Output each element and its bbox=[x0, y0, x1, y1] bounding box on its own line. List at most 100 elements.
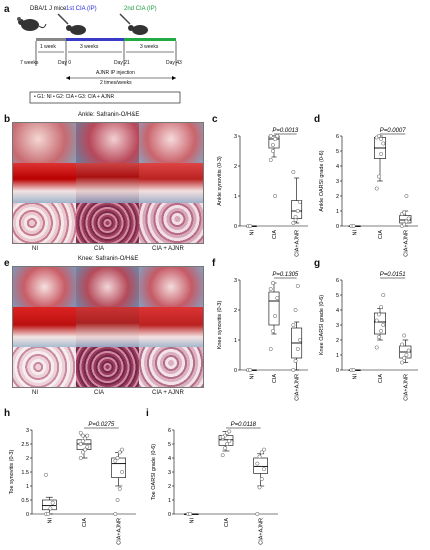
data-point bbox=[113, 512, 118, 516]
time-day-0: Day 0 bbox=[58, 60, 72, 66]
time-day-43: Day 43 bbox=[166, 60, 182, 66]
y-tick-label: 1 bbox=[168, 498, 171, 504]
three-weeks-label-2: 3 weeks bbox=[140, 44, 159, 50]
y-tick-label: 0 bbox=[234, 224, 237, 230]
data-point bbox=[374, 345, 379, 350]
three-weeks-label: 3 weeks bbox=[80, 44, 99, 50]
data-point bbox=[406, 348, 411, 353]
data-point bbox=[220, 453, 225, 458]
y-axis-label: Knee synovitis (0-3) bbox=[217, 301, 223, 350]
timeline-schematic bbox=[17, 13, 181, 104]
y-tick-label: 6 bbox=[168, 428, 171, 434]
data-point bbox=[50, 500, 55, 505]
knee-label-ni: NI bbox=[32, 390, 38, 396]
data-point bbox=[379, 137, 384, 141]
data-point bbox=[220, 435, 225, 439]
knee-histology-image bbox=[12, 266, 204, 388]
category-label: NI bbox=[353, 374, 359, 380]
category-label: NI bbox=[249, 374, 255, 380]
y-tick-label: 3 bbox=[336, 323, 339, 329]
strain-label: DBA/1 J mice bbox=[30, 6, 67, 12]
category-label: CIA+AJNR bbox=[295, 230, 301, 257]
data-point bbox=[381, 293, 386, 297]
data-point bbox=[262, 467, 266, 472]
data-point bbox=[291, 368, 296, 372]
data-point bbox=[404, 194, 409, 198]
category-label: CIA+AJNR bbox=[403, 230, 409, 257]
category-label: NI bbox=[47, 518, 53, 524]
knee-synovitis-chart: Knee synovitis (0-3) 0 1 2 3 P=0.1305 NI CIA CIA… bbox=[217, 272, 308, 401]
p-value-label: P=0.0118 bbox=[231, 422, 257, 428]
box bbox=[253, 457, 268, 474]
data-point bbox=[298, 200, 302, 204]
data-point bbox=[268, 134, 273, 138]
data-point bbox=[78, 430, 83, 435]
data-point bbox=[379, 152, 384, 156]
category-label: CIA+AJNR bbox=[403, 374, 409, 401]
box bbox=[268, 291, 280, 326]
data-point bbox=[291, 170, 296, 174]
data-point bbox=[291, 221, 296, 225]
injection-frequency: 2 times/weeks bbox=[100, 80, 132, 86]
y-tick-label: 4 bbox=[336, 308, 339, 314]
data-point bbox=[115, 456, 120, 460]
data-point bbox=[113, 458, 118, 463]
cia1-label: 1st CIA (IP) bbox=[66, 6, 97, 12]
ankle-histology-image bbox=[12, 122, 204, 244]
data-point bbox=[248, 224, 253, 228]
y-tick-label: 1.5 bbox=[21, 470, 29, 476]
category-label: CIA bbox=[378, 374, 384, 384]
ankle-label-ni: NI bbox=[32, 246, 38, 252]
panel-d-label: d bbox=[314, 114, 321, 125]
knee-label-cia-ajnr: CIA + AJNR bbox=[152, 390, 184, 396]
p-value-label: P=0.0151 bbox=[380, 272, 406, 278]
syringe-icon bbox=[119, 13, 131, 25]
data-point bbox=[117, 486, 122, 491]
y-tick-label: 2 bbox=[234, 164, 237, 170]
data-point bbox=[259, 450, 264, 455]
data-point bbox=[270, 329, 275, 333]
p-value-label: P=0.0013 bbox=[272, 128, 299, 134]
data-point bbox=[400, 342, 404, 347]
y-tick-label: 5 bbox=[168, 442, 171, 448]
data-point bbox=[120, 447, 124, 452]
ankle-oarsi-chart: Ankle OARSI grade (0-6) 0 1 2 3 4 5 6 P=0.0007 NI… bbox=[319, 128, 418, 257]
data-point bbox=[291, 323, 296, 327]
data-point bbox=[376, 312, 381, 317]
y-tick-label: 0 bbox=[234, 368, 237, 374]
data-point bbox=[85, 444, 90, 449]
data-point bbox=[381, 323, 386, 327]
category-label: CIA bbox=[224, 518, 230, 528]
groups-legend: • G1: NI • G2: CIA • G3: CIA + AJNR bbox=[34, 94, 115, 100]
ankle-label-cia-ajnr: CIA + AJNR bbox=[152, 246, 184, 252]
data-point bbox=[80, 450, 85, 455]
time-day-21: Day 21 bbox=[114, 60, 130, 66]
category-label: CIA bbox=[272, 230, 278, 240]
data-point bbox=[78, 442, 83, 446]
data-point bbox=[257, 454, 262, 459]
category-label: NI bbox=[249, 230, 255, 236]
panel-b-label: b bbox=[4, 114, 11, 125]
data-point bbox=[117, 450, 122, 455]
panel-c-label: c bbox=[212, 114, 218, 125]
y-tick-label: 1 bbox=[234, 194, 237, 200]
data-point bbox=[270, 143, 275, 147]
data-point bbox=[262, 447, 266, 452]
panel-f-label: f bbox=[212, 258, 216, 269]
y-axis-label: Ankle synovitis (0-3) bbox=[217, 156, 223, 206]
mouse-icon bbox=[66, 25, 86, 35]
y-tick-label: 5 bbox=[336, 293, 339, 299]
data-point bbox=[273, 314, 278, 318]
y-tick-label: 3 bbox=[336, 179, 339, 185]
data-point bbox=[48, 506, 53, 511]
one-week-label: 1 week bbox=[40, 44, 56, 50]
time-7-weeks: 7 weeks bbox=[20, 60, 39, 66]
category-label: CIA bbox=[82, 518, 88, 528]
data-point bbox=[255, 461, 260, 466]
data-point bbox=[255, 512, 260, 516]
data-point bbox=[374, 318, 379, 323]
panel-e-label: e bbox=[4, 258, 10, 269]
mouse-icon bbox=[128, 25, 148, 35]
data-point bbox=[293, 308, 298, 312]
data-point bbox=[227, 429, 232, 434]
